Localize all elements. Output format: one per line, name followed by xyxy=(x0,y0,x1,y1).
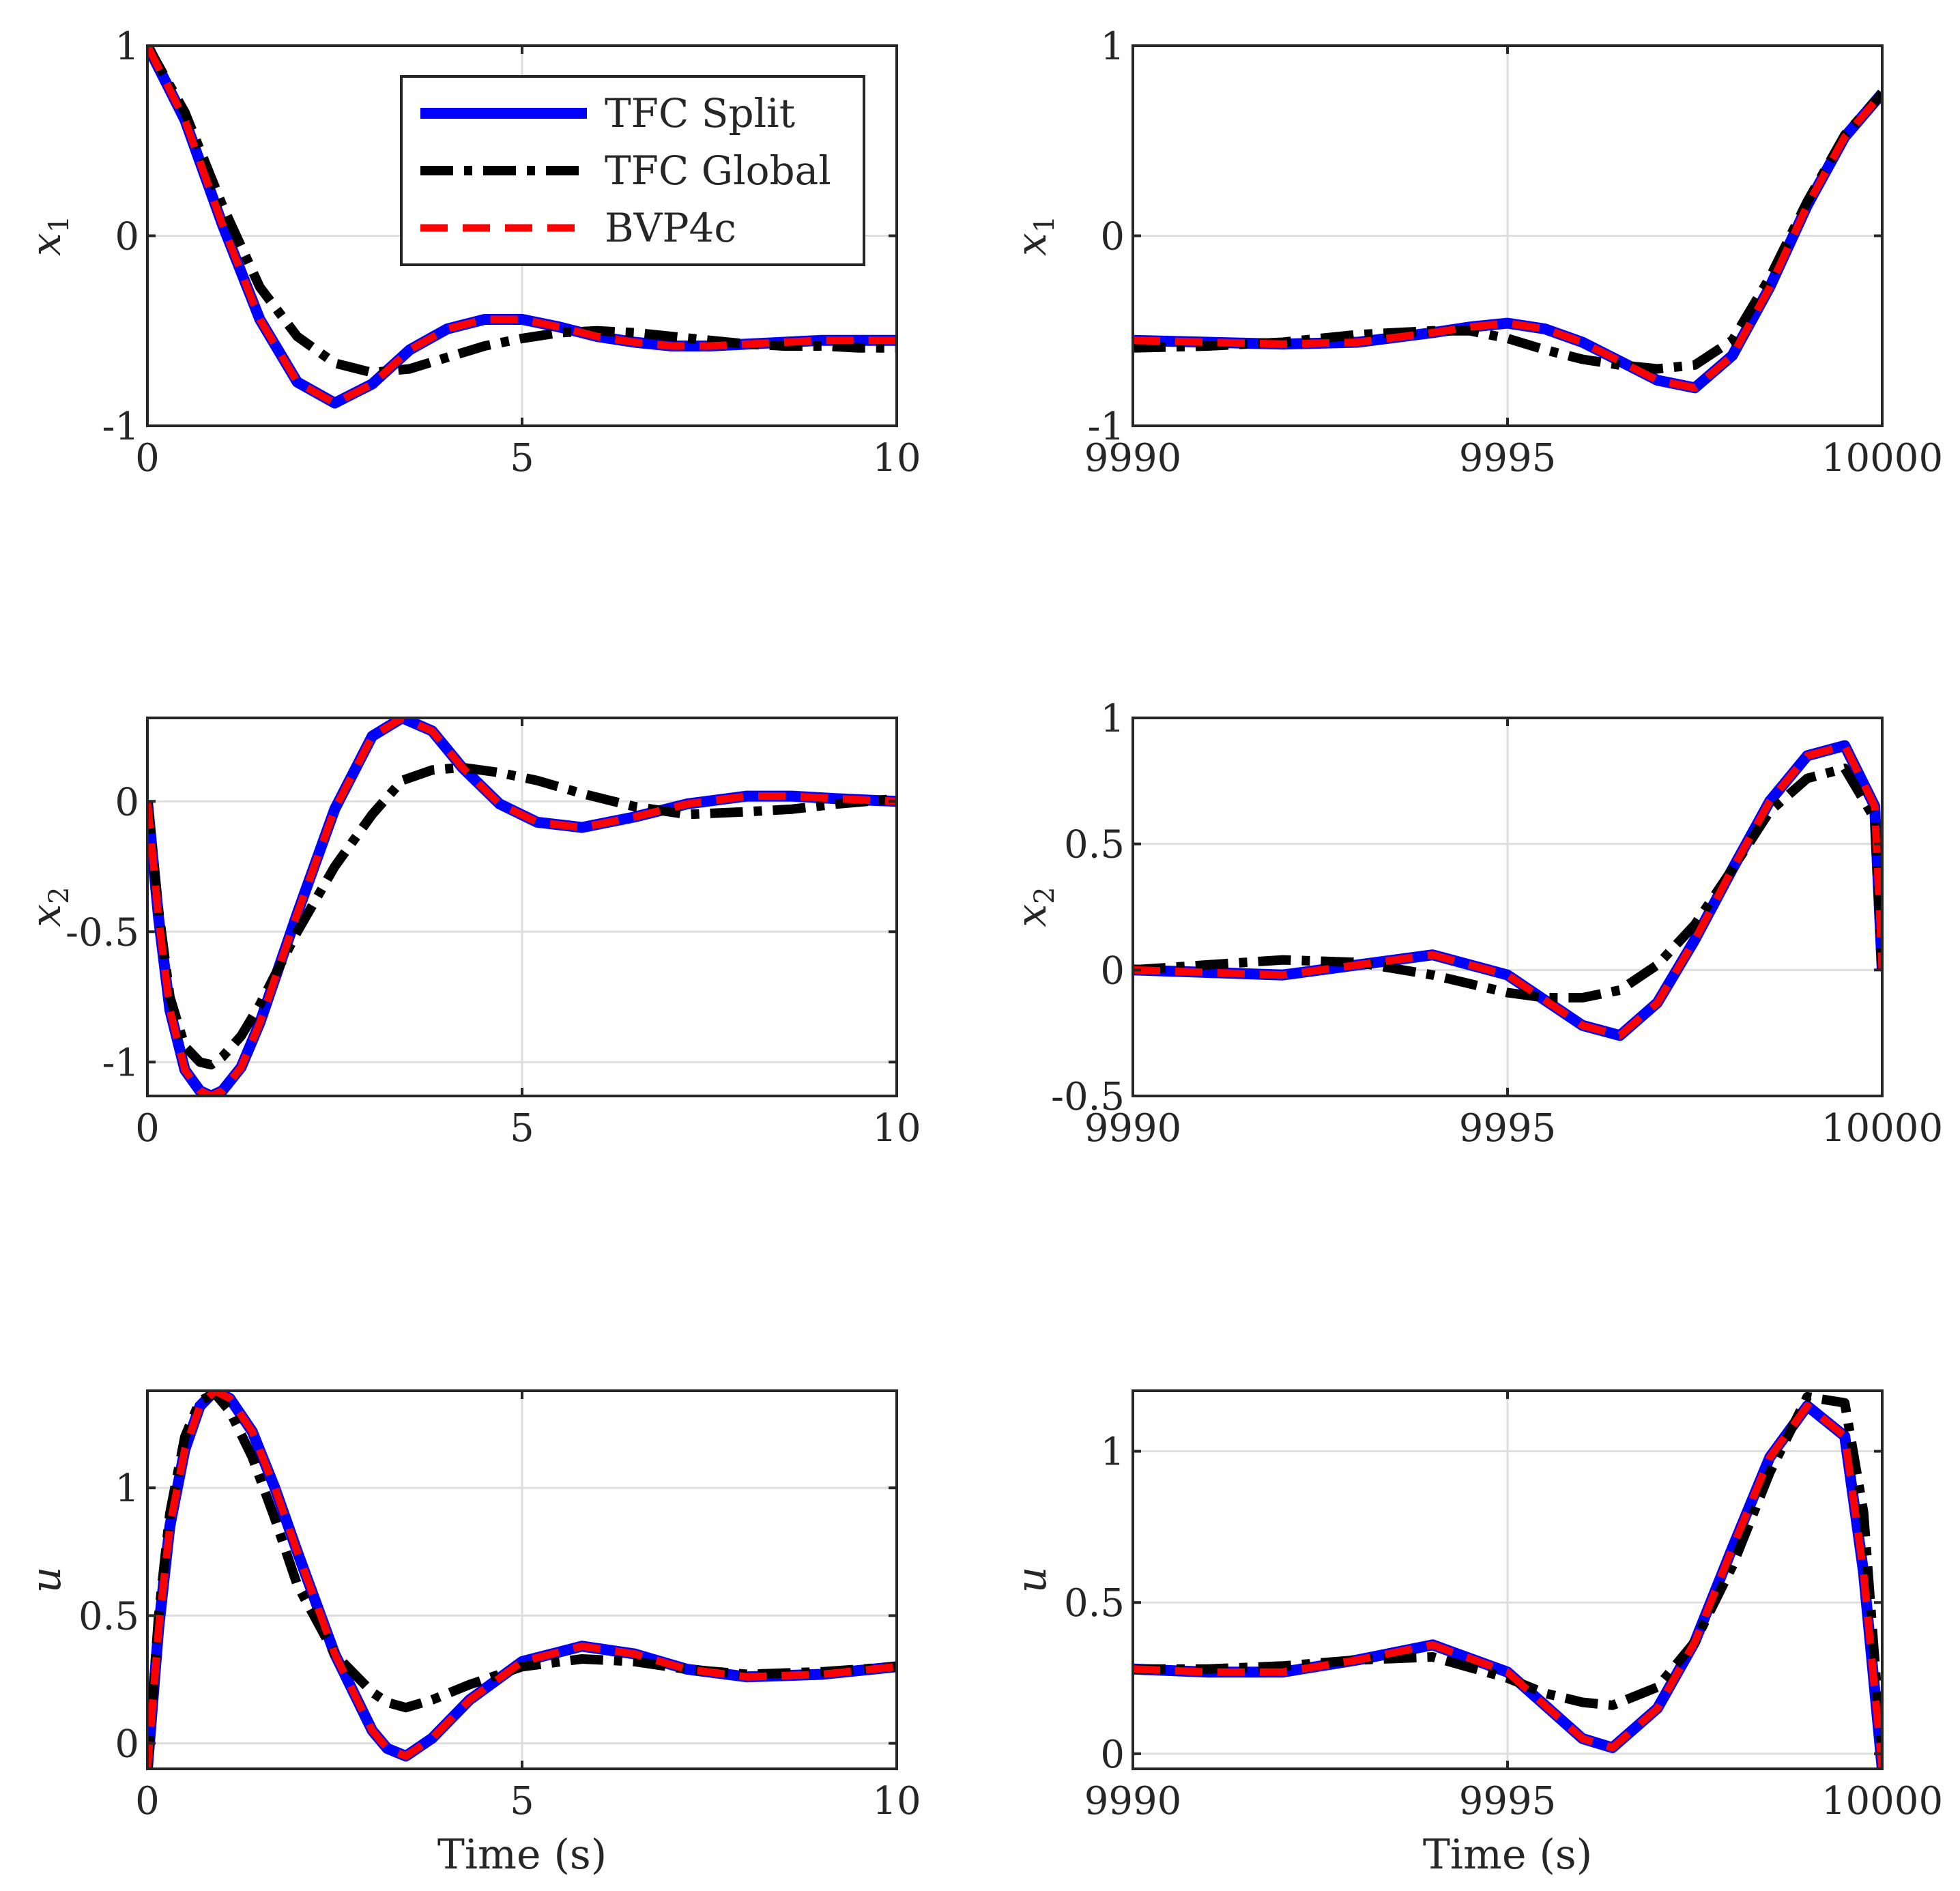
x-tick-label: 9990 xyxy=(1084,1106,1182,1151)
panel-u_end: 9990 9995 10000 0 0.5 1 u Time (s) xyxy=(1008,1389,1943,1879)
y-axis-label: u xyxy=(1008,1567,1056,1593)
series-line-global xyxy=(147,46,897,377)
y-tick-label: 1 xyxy=(115,25,139,69)
y-tick-label: 1 xyxy=(1100,1430,1125,1475)
y-tick-label: 1 xyxy=(115,1467,139,1511)
y-tick-label: 0 xyxy=(115,1722,139,1767)
y-axis-label-var: x xyxy=(1008,233,1056,256)
x-tick-label: 10 xyxy=(872,436,921,480)
y-tick-label: -1 xyxy=(102,405,139,449)
y-axis-label: x1 xyxy=(1008,216,1061,256)
x-tick-label: 10 xyxy=(872,1779,921,1823)
series-line-global xyxy=(147,762,897,1070)
x-tick-label: 9995 xyxy=(1459,436,1557,480)
y-tick-label: 0 xyxy=(1100,1733,1125,1777)
x-tick-label: 9990 xyxy=(1084,436,1182,480)
series-group xyxy=(147,718,897,1096)
x-tick-label: 5 xyxy=(510,436,534,480)
legend: TFC Split TFC Global BVP4c xyxy=(400,75,865,266)
series-line-bvp xyxy=(147,1391,897,1769)
y-axis-label-var: u xyxy=(1008,1567,1056,1593)
panel-x2_start: 0 5 10 -1 -0.5 0 x2 xyxy=(23,717,921,1151)
series-line-global xyxy=(1133,763,1882,1002)
x-tick-label: 0 xyxy=(135,1106,160,1151)
series-line-bvp xyxy=(147,46,897,407)
y-axis-label-var: x xyxy=(1008,904,1056,927)
y-axis-label-var: x xyxy=(23,233,70,256)
y-tick-label: 0.5 xyxy=(78,1594,139,1639)
y-tick-label: 0 xyxy=(115,215,139,259)
y-tick-label: 0 xyxy=(1100,949,1125,993)
series-line-bvp xyxy=(1133,1402,1882,1769)
x-tick-label: 9990 xyxy=(1084,1779,1182,1823)
series-group xyxy=(1133,1391,1882,1769)
series-group xyxy=(1133,89,1882,394)
y-tick-label: 0.5 xyxy=(1064,1581,1125,1626)
x-axis-label: Time (s) xyxy=(437,1831,607,1879)
y-axis-label-var: u xyxy=(23,1567,70,1593)
x-tick-label: 5 xyxy=(510,1106,534,1151)
x-tick-label: 10000 xyxy=(1821,436,1943,480)
y-tick-label: -1 xyxy=(1087,405,1125,449)
y-axis-label: x1 xyxy=(23,216,75,256)
y-tick-label: 0 xyxy=(1100,215,1125,259)
series-group xyxy=(1133,740,1882,1041)
y-axis-label-subscript: 1 xyxy=(1029,216,1061,233)
y-axis-label: u xyxy=(23,1567,70,1593)
legend-label-global: TFC Global xyxy=(605,147,831,194)
y-tick-label: 0.5 xyxy=(1064,823,1125,867)
y-tick-label: 1 xyxy=(1100,697,1125,741)
legend-label-split: TFC Split xyxy=(605,90,795,136)
series-line-bvp xyxy=(1133,742,1882,1039)
x-tick-label: 10 xyxy=(872,1106,921,1151)
y-axis-label-var: x xyxy=(23,904,70,927)
y-axis-label: x2 xyxy=(23,886,75,927)
y-tick-label: -0.5 xyxy=(1051,1075,1125,1119)
series-group xyxy=(147,1391,897,1769)
y-tick-label: -1 xyxy=(102,1041,139,1085)
panel-u_start: 0 5 10 0 0.5 1 u Time (s) xyxy=(23,1389,921,1879)
legend-label-bvp: BVP4c xyxy=(605,205,736,251)
y-axis-label-subscript: 2 xyxy=(44,886,75,904)
y-axis-label-subscript: 1 xyxy=(44,216,75,233)
x-tick-label: 9995 xyxy=(1459,1106,1557,1151)
y-tick-label: -0.5 xyxy=(66,910,139,955)
series-line-bvp xyxy=(1133,91,1882,392)
x-tick-label: 0 xyxy=(135,1779,160,1823)
series-group xyxy=(147,46,897,409)
y-axis-label-subscript: 2 xyxy=(1029,886,1061,904)
y-tick-label: 0 xyxy=(115,780,139,824)
y-tick-label: 1 xyxy=(1100,25,1125,69)
y-axis-label: x2 xyxy=(1008,886,1061,927)
x-tick-label: 10000 xyxy=(1821,1779,1943,1823)
x-tick-label: 10000 xyxy=(1821,1106,1943,1151)
x-tick-label: 9995 xyxy=(1459,1779,1557,1823)
series-line-bvp xyxy=(147,718,897,1096)
x-tick-label: 0 xyxy=(135,436,160,480)
series-line-global xyxy=(1133,1391,1882,1761)
x-tick-label: 5 xyxy=(510,1779,534,1823)
panel-x2_end: 9990 9995 10000 -0.5 0 0.5 1 x2 xyxy=(1008,697,1943,1151)
x-axis-label: Time (s) xyxy=(1423,1831,1592,1879)
